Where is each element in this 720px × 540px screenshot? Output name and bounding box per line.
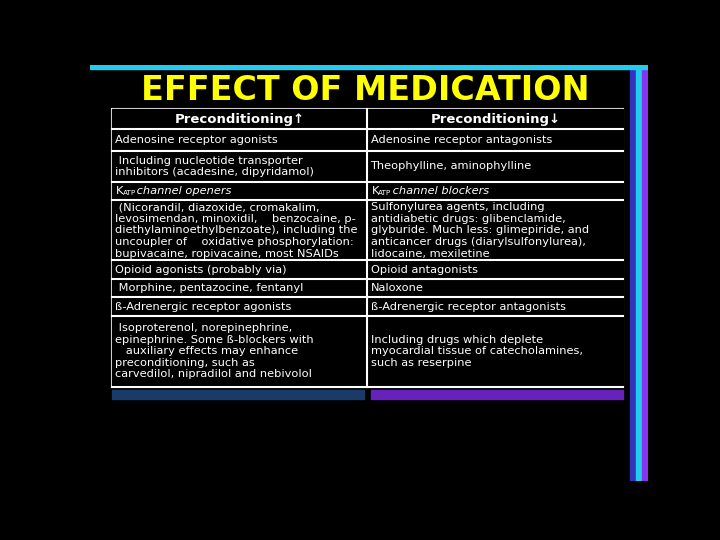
Bar xyxy=(112,110,624,387)
Bar xyxy=(630,65,636,481)
Text: EFFECT OF MEDICATION: EFFECT OF MEDICATION xyxy=(141,75,590,107)
Bar xyxy=(112,110,624,130)
Text: K: K xyxy=(117,186,124,196)
Text: Including nucleotide transporter
inhibitors (acadesine, dipyridamol): Including nucleotide transporter inhibit… xyxy=(114,156,314,177)
Text: Naloxone: Naloxone xyxy=(371,283,423,293)
Text: Opioid agonists (probably via): Opioid agonists (probably via) xyxy=(114,265,287,275)
Bar xyxy=(112,390,364,399)
Bar xyxy=(642,65,648,481)
Text: ß-Adrenergic receptor agonists: ß-Adrenergic receptor agonists xyxy=(114,301,291,312)
Text: ATP: ATP xyxy=(378,191,392,197)
Bar xyxy=(112,279,624,298)
Text: Adenosine receptor agonists: Adenosine receptor agonists xyxy=(114,135,277,145)
Text: Preconditioning↓: Preconditioning↓ xyxy=(431,113,560,126)
Text: ATP: ATP xyxy=(122,191,136,197)
Bar xyxy=(90,65,648,70)
Bar xyxy=(112,316,624,387)
Text: Sulfonylurea agents, including
antidiabetic drugs: glibenclamide,
glyburide. Muc: Sulfonylurea agents, including antidiabe… xyxy=(371,202,589,259)
Text: K: K xyxy=(372,186,379,196)
Bar xyxy=(112,182,624,200)
Bar xyxy=(112,151,624,182)
Text: Isoproterenol, norepinephrine,
epinephrine. Some ß-blockers with
   auxiliary ef: Isoproterenol, norepinephrine, epinephri… xyxy=(114,323,313,380)
Text: channel openers: channel openers xyxy=(133,186,232,196)
Text: channel blockers: channel blockers xyxy=(389,186,490,196)
Text: (Nicorandil, diazoxide, cromakalim,
levosimendan, minoxidil,    benzocaine, p-
d: (Nicorandil, diazoxide, cromakalim, levo… xyxy=(114,202,357,259)
Bar xyxy=(371,390,624,399)
Bar xyxy=(112,200,624,260)
Text: Theophylline, aminophylline: Theophylline, aminophylline xyxy=(371,161,532,171)
Text: Preconditioning↑: Preconditioning↑ xyxy=(174,113,305,126)
Bar xyxy=(112,260,624,279)
Bar xyxy=(112,130,624,151)
Text: Adenosine receptor antagonists: Adenosine receptor antagonists xyxy=(371,135,552,145)
Text: Including drugs which deplete
myocardial tissue of catecholamines,
such as reser: Including drugs which deplete myocardial… xyxy=(371,335,582,368)
Bar xyxy=(112,298,624,316)
Text: ß-Adrenergic receptor antagonists: ß-Adrenergic receptor antagonists xyxy=(371,301,565,312)
Text: Opioid antagonists: Opioid antagonists xyxy=(371,265,477,275)
Bar xyxy=(636,65,642,481)
Text: Morphine, pentazocine, fentanyl: Morphine, pentazocine, fentanyl xyxy=(114,283,303,293)
